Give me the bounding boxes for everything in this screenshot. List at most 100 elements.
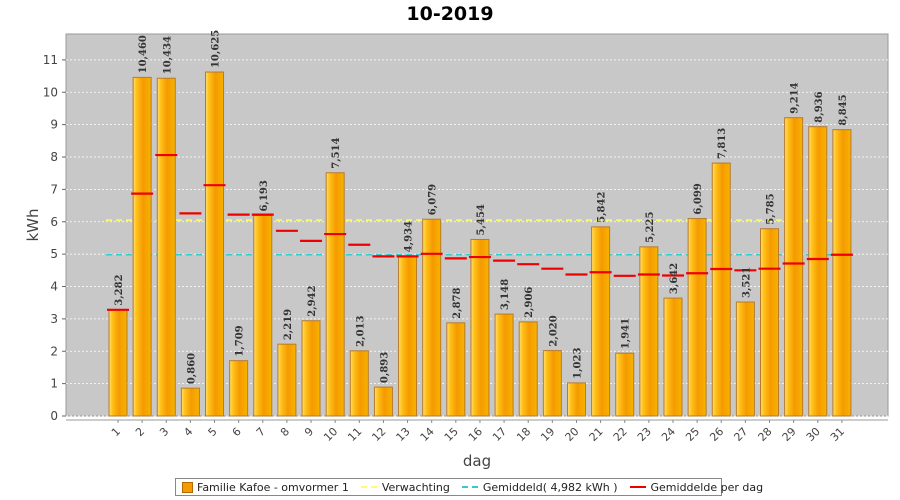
- x-tick-label: 7: [254, 425, 268, 439]
- bar: [132, 76, 152, 417]
- bar-data-label: 3,642: [669, 263, 680, 294]
- x-tick-label: 24: [659, 425, 678, 444]
- bar-data-label: 1,023: [572, 348, 583, 379]
- legend-swatch-production: [182, 481, 193, 493]
- bar: [422, 218, 442, 417]
- bar: [446, 322, 466, 417]
- x-tick-label: 17: [490, 425, 509, 444]
- x-tick-label: 21: [587, 425, 606, 444]
- x-tick-label: 25: [683, 425, 702, 444]
- legend-label-production: Familie Kafoe - omvormer 1: [197, 480, 349, 494]
- bar-data-label: 10,434: [162, 36, 173, 74]
- bar: [301, 320, 321, 417]
- bar: [180, 387, 200, 417]
- legend-label-expected: Verwachting: [381, 480, 450, 494]
- bar: [108, 309, 128, 417]
- bar: [615, 352, 635, 417]
- bar: [494, 313, 514, 417]
- bar-data-label: 1,709: [235, 325, 246, 356]
- y-tick-label: 10: [43, 85, 58, 99]
- legend-swatch-expected: [360, 486, 377, 488]
- y-tick-label: 0: [50, 409, 58, 423]
- x-tick-label: 10: [321, 425, 340, 444]
- x-tick-label: 28: [756, 425, 775, 444]
- y-tick-label: 1: [50, 377, 58, 391]
- y-tick-label: 6: [50, 215, 58, 229]
- x-tick-label: 2: [133, 425, 147, 439]
- y-tick-label: 2: [50, 344, 58, 358]
- x-tick-label: 15: [442, 425, 461, 444]
- bar: [470, 238, 490, 417]
- bar-data-label: 8,936: [814, 91, 825, 122]
- x-tick-label: 14: [418, 425, 437, 444]
- x-tick-label: 29: [780, 425, 799, 444]
- bar-data-label: 3,148: [500, 279, 511, 310]
- x-tick-label: 26: [707, 425, 726, 444]
- bar-data-label: 10,460: [138, 35, 149, 73]
- x-tick-label: 27: [731, 425, 750, 444]
- x-tick-label: 20: [562, 425, 581, 444]
- bar: [277, 343, 297, 417]
- y-tick-label: 3: [50, 312, 58, 326]
- bar-data-label: 2,942: [307, 285, 318, 316]
- bar-data-label: 2,219: [283, 309, 294, 340]
- bar: [398, 255, 418, 417]
- bar-data-label: 2,906: [524, 287, 535, 318]
- legend-item-daily-average: Gemiddelde per dag: [629, 481, 763, 494]
- x-axis-label: dag: [463, 452, 491, 470]
- bar-data-label: 0,860: [186, 353, 197, 384]
- bar: [156, 77, 176, 417]
- bar-data-label: 2,020: [548, 315, 559, 346]
- x-tick-label: 11: [345, 425, 364, 444]
- x-tick-label: 30: [804, 425, 823, 444]
- bar-data-label: 8,845: [838, 94, 849, 125]
- bar: [784, 117, 804, 417]
- x-tick-label: 31: [828, 425, 847, 444]
- legend-item-expected: Verwachting: [360, 480, 450, 494]
- legend-item-average: Gemiddeld( 4,982 kWh ): [461, 480, 618, 494]
- bar: [711, 162, 731, 417]
- x-tick-label: 12: [369, 425, 388, 444]
- bar: [808, 126, 828, 417]
- chart-title: 10-2019: [406, 3, 494, 25]
- bar: [373, 386, 393, 417]
- bar: [566, 382, 586, 417]
- x-tick-label: 5: [205, 425, 219, 439]
- legend-swatch-daily-average: [629, 486, 646, 488]
- bar: [760, 228, 780, 417]
- bar: [639, 246, 659, 417]
- bar: [229, 360, 249, 417]
- bar: [735, 301, 755, 417]
- y-tick-label: 4: [50, 280, 58, 294]
- y-axis-label: kWh: [24, 208, 42, 241]
- y-tick-label: 8: [50, 150, 58, 164]
- x-tick-label: 19: [538, 425, 557, 444]
- x-tick-label: 8: [278, 425, 292, 439]
- bar-data-label: 5,842: [597, 192, 608, 223]
- bar-data-label: 6,099: [693, 183, 704, 214]
- bar: [663, 297, 683, 417]
- x-tick-label: 18: [514, 425, 533, 444]
- bar-data-label: 7,514: [331, 137, 342, 168]
- y-tick-label: 9: [50, 118, 58, 132]
- bar-data-label: 0,893: [379, 352, 390, 383]
- x-tick-label: 22: [611, 425, 630, 444]
- bar-data-label: 7,813: [717, 128, 728, 159]
- legend-swatch-average: [461, 486, 478, 488]
- bar-data-label: 6,079: [428, 184, 439, 215]
- bar-data-label: 10,625: [211, 30, 222, 68]
- y-tick-label: 5: [50, 247, 58, 261]
- bar-data-label: 9,214: [790, 82, 801, 113]
- x-tick-label: 9: [302, 425, 316, 439]
- bar: [687, 218, 707, 417]
- x-tick-label: 13: [394, 425, 413, 444]
- bar: [205, 71, 225, 417]
- legend-label-average: Gemiddeld( 4,982 kWh ): [482, 480, 618, 494]
- bar-data-label: 1,941: [621, 318, 632, 349]
- bar: [518, 321, 538, 417]
- y-tick-label: 11: [43, 53, 58, 67]
- bar-data-label: 5,225: [645, 211, 656, 242]
- bar: [253, 215, 273, 417]
- bar-data-label: 5,785: [766, 193, 777, 224]
